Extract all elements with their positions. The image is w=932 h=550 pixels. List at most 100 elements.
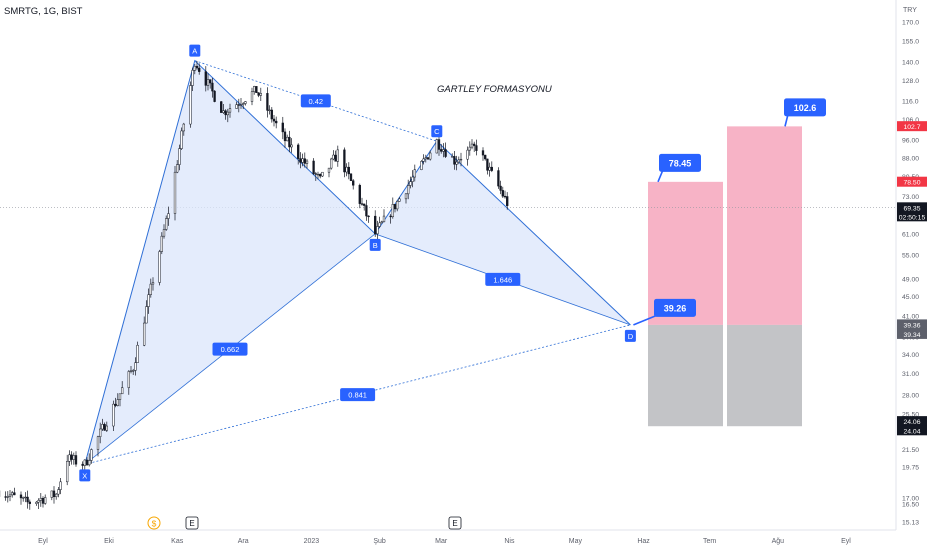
badge-stop-a: 24.06	[903, 419, 920, 426]
point-label-a[interactable]: A	[189, 44, 201, 57]
price-tick-label: 19.75	[902, 464, 919, 471]
candle-body	[206, 79, 210, 86]
candle-body	[297, 144, 300, 159]
candle-body	[374, 215, 377, 235]
candle-body	[39, 497, 42, 501]
badge-stop-b: 24.04	[903, 428, 920, 435]
point-label-text: B	[373, 241, 378, 250]
badge-countdown-bg	[897, 211, 927, 222]
point-label-text: C	[434, 127, 440, 136]
point-label-c[interactable]: C	[431, 125, 443, 138]
candle-body	[319, 173, 322, 177]
candle-body	[347, 166, 350, 175]
candle-body	[380, 221, 383, 224]
candle-body	[393, 204, 397, 210]
candle-body	[198, 67, 201, 72]
ratio-label-ac[interactable]: 0.42	[300, 94, 331, 108]
ratio-label-box	[212, 342, 248, 356]
stop-zone-2[interactable]	[727, 324, 802, 427]
stop-zone-1[interactable]	[648, 324, 723, 427]
candle-body	[99, 428, 102, 438]
price-axis: 15.1316.5017.0019.7521.5023.5025.5028.00…	[902, 20, 919, 527]
candle-body	[191, 70, 194, 86]
candle-body	[35, 501, 38, 504]
candle-body	[334, 154, 337, 162]
candle-body	[398, 198, 401, 202]
candle-body	[283, 131, 287, 142]
candle-body	[486, 158, 489, 171]
time-tick-label: Eyl	[841, 538, 851, 545]
ratio-label-text: 0.662	[221, 345, 240, 354]
candle-body	[281, 122, 284, 133]
candle-body	[363, 203, 366, 206]
candle-body	[290, 144, 293, 148]
ratio-label-bd[interactable]: 1.646	[485, 272, 521, 286]
target-callout-2[interactable]: 78.45	[657, 153, 701, 183]
candle-body	[145, 306, 148, 324]
candle-body	[299, 158, 302, 163]
candle-body	[158, 251, 161, 283]
candle-body	[396, 201, 399, 210]
target-callout-3[interactable]: 102.6	[784, 98, 826, 127]
candle-body	[195, 65, 199, 69]
candle-body	[52, 490, 56, 498]
candle-body	[404, 193, 408, 200]
ratio-label-xb[interactable]: 0.662	[212, 342, 248, 356]
candle-body	[367, 215, 370, 218]
ratio-label-xd[interactable]: 0.841	[340, 388, 376, 402]
candle-body	[24, 496, 27, 499]
candle-body	[41, 497, 45, 504]
time-tick-label: Haz	[637, 538, 650, 545]
badge-entry-a: 39.36	[903, 322, 920, 329]
candle-body	[484, 154, 487, 160]
candle-body	[162, 229, 166, 237]
candle-body	[114, 403, 117, 406]
point-label-b[interactable]: B	[369, 238, 381, 251]
point-label-x[interactable]: X	[79, 469, 91, 482]
earnings-icon: E	[189, 519, 194, 528]
price-tick-label: 15.13	[902, 520, 919, 527]
candle-body	[151, 282, 155, 285]
candle-body	[226, 111, 229, 116]
candle-body	[173, 171, 177, 214]
target-callout-1[interactable]: 39.26	[633, 298, 696, 326]
candle-body	[270, 109, 273, 120]
candle-body	[178, 148, 181, 165]
candle-body	[422, 158, 425, 162]
candle-body	[391, 204, 394, 217]
candle-body	[211, 82, 214, 92]
price-tick-label: 155.0	[902, 39, 919, 46]
candle-body	[268, 109, 271, 112]
earnings-marker-1[interactable]: E	[185, 516, 199, 530]
point-label-d[interactable]: D	[624, 329, 636, 342]
dividend-marker[interactable]: $	[147, 516, 161, 530]
candle-body	[424, 157, 427, 160]
candle-body	[466, 149, 469, 160]
candle-body	[490, 166, 493, 171]
point-label-text: D	[628, 332, 634, 341]
candle-body	[497, 170, 500, 187]
target-zone-2[interactable]	[727, 126, 802, 325]
badge-current-price-bg	[897, 202, 927, 213]
candle-body	[488, 166, 491, 171]
time-tick-label: 2023	[304, 538, 320, 545]
candle-body	[481, 150, 485, 156]
point-label-box	[369, 238, 381, 251]
candle-body	[457, 159, 460, 163]
target-zones	[0, 126, 896, 427]
point-label-box	[431, 125, 443, 138]
candle-body	[352, 180, 355, 186]
candle-body	[101, 424, 104, 430]
ratio-label-box	[300, 94, 331, 108]
candle-body	[182, 123, 185, 132]
candle-body	[411, 176, 414, 182]
earnings-marker-2[interactable]: E	[448, 516, 462, 530]
candle-body	[149, 283, 152, 295]
candle-body	[228, 108, 232, 113]
candle-body	[437, 139, 441, 150]
candle-body	[44, 497, 47, 504]
candle-body	[121, 387, 124, 395]
candle-body	[332, 154, 335, 160]
time-tick-label: Nis	[504, 538, 515, 545]
